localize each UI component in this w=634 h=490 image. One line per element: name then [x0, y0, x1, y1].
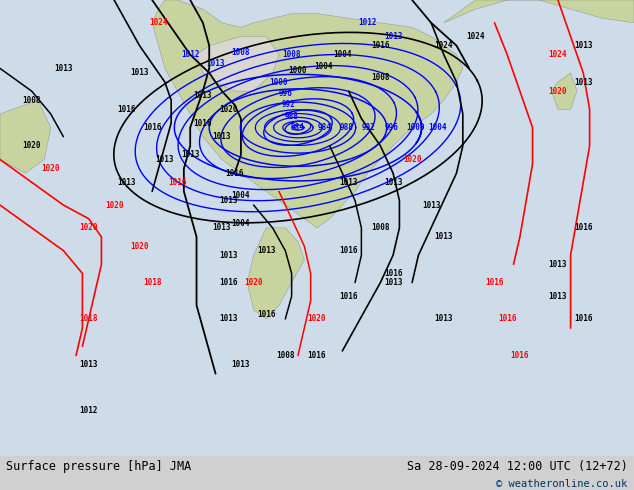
Text: 1012: 1012 — [79, 406, 98, 415]
Text: 1013: 1013 — [219, 196, 238, 205]
Text: 1000: 1000 — [288, 66, 307, 75]
Text: 1016: 1016 — [371, 41, 390, 50]
Text: 1016: 1016 — [339, 246, 358, 255]
Polygon shape — [197, 36, 279, 91]
Text: 1016: 1016 — [257, 310, 276, 319]
Text: 1013: 1013 — [574, 41, 593, 50]
Text: 1013: 1013 — [212, 132, 231, 141]
Text: 1013: 1013 — [181, 150, 200, 159]
Text: 1016: 1016 — [574, 315, 593, 323]
Text: 1016: 1016 — [384, 269, 403, 278]
Text: 1013: 1013 — [422, 200, 441, 210]
Text: 1013: 1013 — [574, 77, 593, 87]
Text: © weatheronline.co.uk: © weatheronline.co.uk — [496, 480, 628, 490]
Text: 1013: 1013 — [548, 292, 567, 301]
Text: 1013: 1013 — [231, 360, 250, 369]
Text: 1013: 1013 — [434, 232, 453, 242]
Text: 1013: 1013 — [434, 315, 453, 323]
Text: 1000: 1000 — [269, 77, 288, 87]
Text: Surface pressure [hPa] JMA: Surface pressure [hPa] JMA — [6, 460, 191, 473]
Text: 1020: 1020 — [79, 223, 98, 232]
Text: 1016: 1016 — [510, 351, 529, 360]
Text: 1013: 1013 — [130, 69, 149, 77]
Text: 1016: 1016 — [143, 123, 162, 132]
Text: 1018: 1018 — [143, 278, 162, 287]
Text: 1004: 1004 — [429, 123, 447, 132]
Text: 1020: 1020 — [244, 278, 263, 287]
Text: 992: 992 — [362, 123, 376, 132]
Text: 1004: 1004 — [231, 192, 250, 200]
Text: 988: 988 — [285, 112, 299, 121]
Text: 1020: 1020 — [105, 200, 124, 210]
Text: 1024: 1024 — [149, 18, 168, 27]
Text: 1013: 1013 — [206, 59, 225, 68]
Text: 1013: 1013 — [257, 246, 276, 255]
Text: 1024: 1024 — [466, 32, 485, 41]
Text: 1008: 1008 — [371, 223, 390, 232]
Text: 1013: 1013 — [193, 91, 212, 100]
Text: 1024: 1024 — [548, 50, 567, 59]
Text: 1013: 1013 — [219, 315, 238, 323]
Text: 1012: 1012 — [181, 50, 200, 59]
Text: 1013: 1013 — [219, 251, 238, 260]
Text: 1016: 1016 — [225, 169, 244, 178]
Text: 984: 984 — [291, 123, 305, 132]
Text: 1016: 1016 — [168, 178, 187, 187]
Text: 1020: 1020 — [22, 141, 41, 150]
Text: 1008: 1008 — [276, 351, 295, 360]
Text: 984: 984 — [318, 123, 332, 132]
Text: 1016: 1016 — [339, 292, 358, 301]
Text: 1020: 1020 — [219, 105, 238, 114]
Text: 1004: 1004 — [231, 219, 250, 228]
Text: 1004: 1004 — [314, 62, 333, 71]
Text: 1012: 1012 — [358, 18, 377, 27]
Text: 992: 992 — [281, 100, 295, 109]
Text: 1016: 1016 — [485, 278, 504, 287]
Text: 1016: 1016 — [307, 351, 327, 360]
Text: 1024: 1024 — [434, 41, 453, 50]
Text: 1004: 1004 — [333, 50, 352, 59]
Text: 1013: 1013 — [384, 32, 403, 41]
Polygon shape — [152, 0, 463, 228]
Text: 1013: 1013 — [54, 64, 73, 73]
Text: 1000: 1000 — [406, 123, 425, 132]
Text: Sa 28-09-2024 12:00 UTC (12+72): Sa 28-09-2024 12:00 UTC (12+72) — [407, 460, 628, 473]
Text: 1020: 1020 — [307, 315, 327, 323]
Text: 996: 996 — [278, 89, 292, 98]
Text: 1013: 1013 — [384, 278, 403, 287]
Text: 1013: 1013 — [117, 178, 136, 187]
Polygon shape — [444, 0, 634, 23]
Text: 1013: 1013 — [212, 223, 231, 232]
Text: 1020: 1020 — [403, 155, 422, 164]
Text: 996: 996 — [384, 123, 398, 132]
Text: 988: 988 — [340, 123, 354, 132]
Text: 1013: 1013 — [548, 260, 567, 269]
Text: 1013: 1013 — [339, 178, 358, 187]
Text: 1008: 1008 — [231, 48, 250, 57]
Polygon shape — [0, 100, 51, 173]
Text: 1008: 1008 — [22, 96, 41, 105]
Text: 1008: 1008 — [282, 50, 301, 59]
Text: 1008: 1008 — [371, 73, 390, 82]
Polygon shape — [552, 73, 577, 109]
Text: 1016: 1016 — [219, 278, 238, 287]
Text: 1020: 1020 — [41, 164, 60, 173]
Polygon shape — [247, 228, 304, 319]
Text: 1016: 1016 — [498, 315, 517, 323]
Text: 1020: 1020 — [130, 242, 149, 250]
Text: 1016: 1016 — [117, 105, 136, 114]
Text: 1020: 1020 — [548, 87, 567, 96]
Text: 1013: 1013 — [384, 178, 403, 187]
Text: 1013: 1013 — [155, 155, 174, 164]
Text: 1016: 1016 — [574, 223, 593, 232]
Text: 1016: 1016 — [193, 119, 212, 127]
Text: 1018: 1018 — [79, 315, 98, 323]
Text: 1013: 1013 — [79, 360, 98, 369]
